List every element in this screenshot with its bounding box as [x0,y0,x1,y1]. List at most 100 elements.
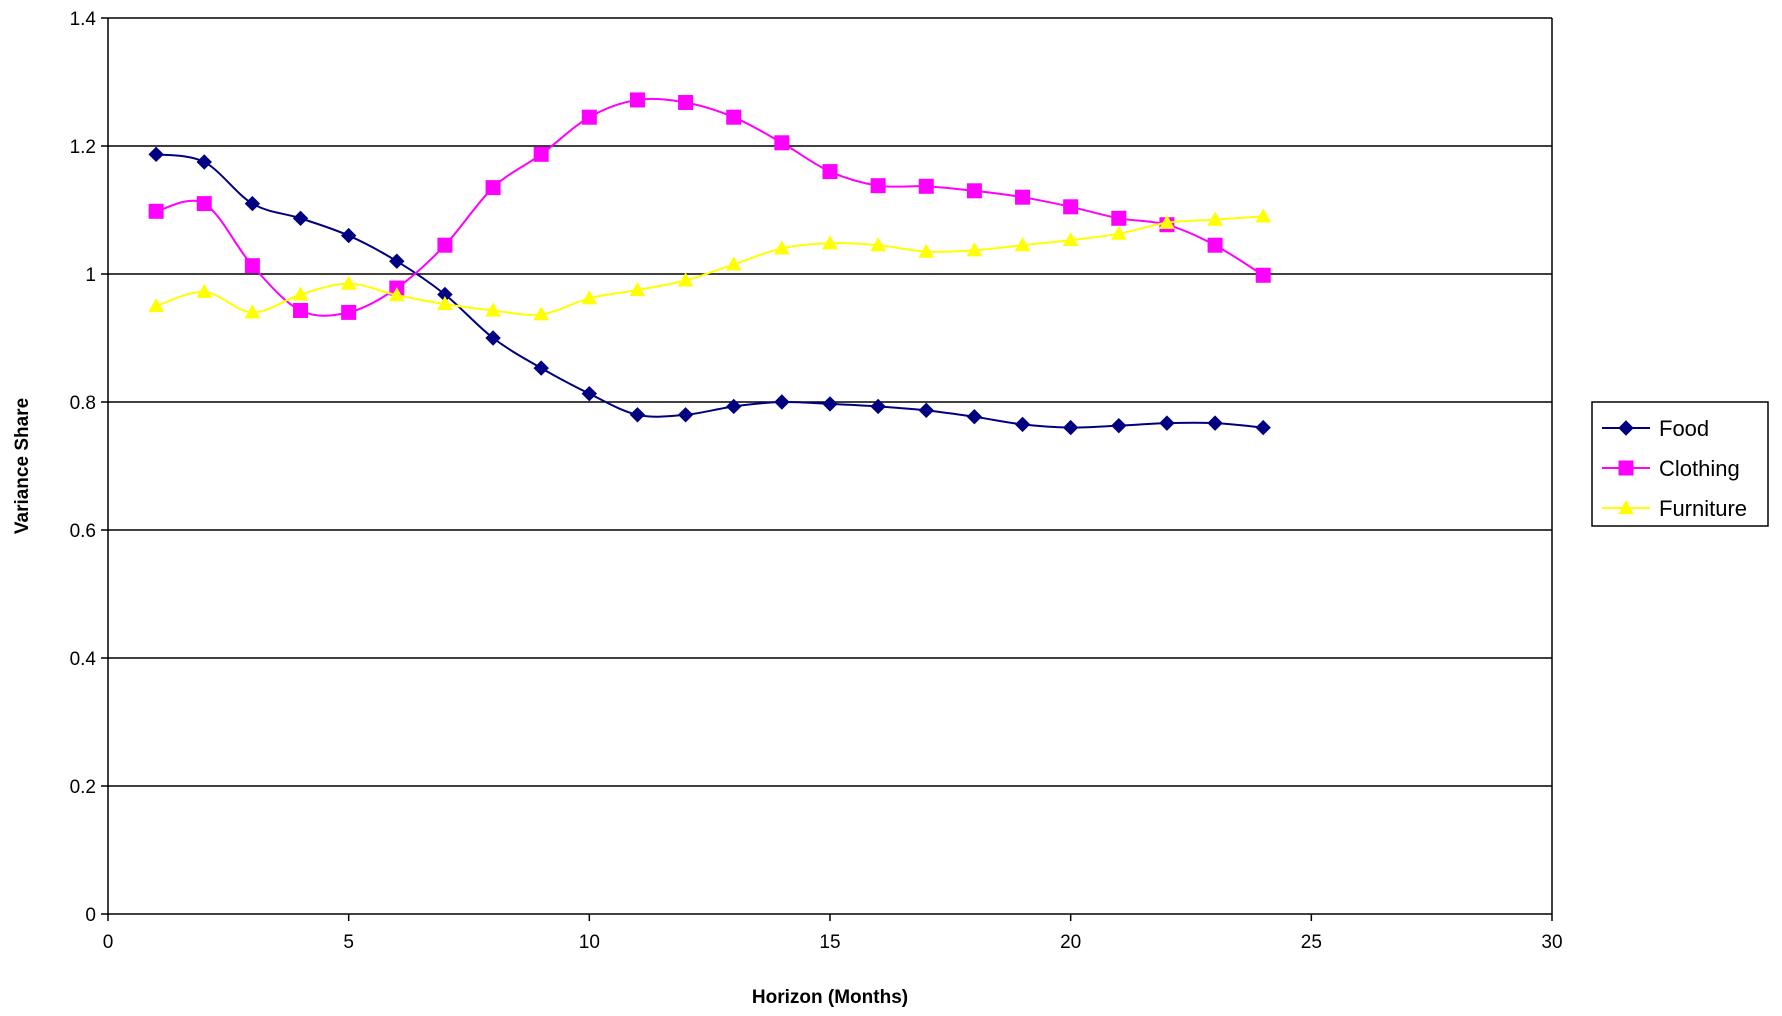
gridlines [108,17,1552,787]
y-tick-label: 1.4 [70,9,97,30]
data-point-furniture [774,240,790,255]
data-point-clothing [1255,267,1271,283]
data-point-clothing [822,164,838,180]
y-tick-label: 0.4 [70,649,97,670]
data-point-furniture [533,306,550,321]
data-point-food [533,360,549,376]
data-point-food [726,398,742,415]
data-point-furniture [1159,214,1175,229]
data-point-clothing [918,178,934,194]
data-point-clothing [870,178,886,194]
data-point-food [244,195,261,212]
x-tick-label: 30 [1541,932,1562,953]
data-point-clothing [196,196,212,212]
data-point-clothing [437,237,453,253]
data-point-furniture [437,296,453,311]
data-point-furniture [340,275,357,290]
data-point-furniture [292,286,309,301]
data-point-furniture [581,290,598,305]
data-point-food [292,210,309,227]
data-point-clothing [726,109,742,125]
axes: 0 0.2 0.4 0.6 0.8 1 1.2 1.4 0 5 10 15 20 25 30 [70,9,1563,953]
x-tick-label: 20 [1060,932,1081,953]
data-point-clothing [629,92,645,108]
legend-item-clothing: Clothing [1602,456,1740,481]
legend: Food Clothing Furniture [1591,401,1769,527]
data-point-furniture [677,272,694,287]
series-line-clothing [155,97,1264,317]
legend-label-furniture: Furniture [1659,496,1747,521]
data-point-food [870,398,886,415]
data-point-furniture [388,287,405,302]
x-tick-label: 25 [1301,932,1322,953]
data-point-food [629,407,646,423]
data-point-clothing [293,302,309,318]
data-point-food [340,227,357,244]
data-point-furniture [918,243,935,258]
data-point-food [1014,416,1031,433]
y-tick-label: 1.2 [70,137,96,158]
data-point-clothing [774,135,790,151]
data-point-food [966,409,983,425]
data-point-furniture [725,256,742,271]
data-point-clothing [485,180,501,196]
data-point-clothing [1207,237,1223,253]
axis-labels: Horizon (Months) Variance Share [12,398,908,1008]
y-axis-title: Variance Share [12,398,33,534]
legend-label-clothing: Clothing [1659,456,1740,481]
series-line-food [155,153,1264,429]
data-point-furniture [1062,232,1079,247]
data-point-clothing [1111,210,1127,226]
data-point-furniture [1014,237,1031,252]
y-tick-label: 0.8 [70,393,96,414]
data-point-clothing [244,258,260,274]
series-line-furniture [155,215,1264,316]
x-tick-label: 0 [103,932,114,953]
data-point-food [581,385,598,402]
x-tick-label: 5 [343,932,354,953]
data-point-furniture [244,304,261,319]
data-point-clothing [1015,189,1031,205]
data-point-food [822,396,838,412]
legend-item-furniture: Furniture [1602,496,1747,521]
legend-label-food: Food [1659,416,1709,441]
x-axis-title: Horizon (Months) [752,987,908,1008]
data-point-food [485,330,501,346]
data-point-food [918,402,934,419]
data-point-food [196,154,212,170]
data-point-clothing [678,94,694,110]
y-tick-label: 0.6 [70,521,96,542]
x-tick-label: 10 [579,932,600,953]
data-point-furniture [966,242,983,257]
data-point-food [389,253,405,269]
data-point-furniture [1110,225,1127,240]
data-point-food [774,394,790,410]
y-tick-label: 1 [85,265,96,286]
data-point-furniture [1255,208,1272,223]
data-point-furniture [629,281,646,297]
x-tick-label: 15 [819,932,840,953]
data-point-food [1062,419,1079,436]
data-point-clothing [533,146,549,162]
legend-item-food: Food [1602,416,1709,441]
data-point-food [148,146,164,163]
data-point-furniture [870,237,886,252]
y-tick-label: 0.2 [70,777,96,798]
data-point-food [1207,415,1223,431]
legend-marker-food [1618,420,1634,436]
data-point-clothing [341,304,357,320]
series-furniture [148,208,1272,321]
data-point-food [1111,417,1127,434]
data-point-clothing [581,109,597,125]
data-point-food [1255,419,1271,436]
data-point-furniture [1207,211,1223,226]
series-lines [148,92,1272,436]
data-point-furniture [822,235,838,250]
y-tick-label: 0 [85,905,96,926]
series-clothing [148,92,1271,320]
legend-marker-furniture [1618,499,1634,515]
series-food [148,146,1271,436]
data-point-food [677,407,694,423]
